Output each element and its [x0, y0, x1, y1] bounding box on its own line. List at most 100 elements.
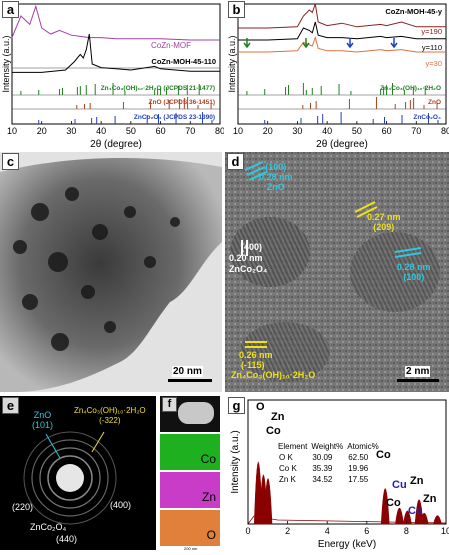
- cyan-fringe-marker-2: [394, 247, 422, 258]
- annot-zno-phase: ZnO: [266, 182, 285, 192]
- annot-209-hkl: (209): [373, 222, 395, 232]
- table-cell: 19.96: [348, 464, 369, 473]
- spectrum-peak: [403, 510, 412, 525]
- white-fringe-marker: [241, 240, 248, 256]
- annot-spinel: (400) 0.20 nm ZnCo₂O₄: [229, 242, 267, 275]
- panel-label-f: f: [162, 397, 177, 412]
- x-tick-label: 40: [96, 126, 106, 136]
- table-cell: 35.39: [312, 464, 333, 473]
- annot-zno-hkl: (100): [265, 162, 287, 172]
- x-tick-label: 10: [233, 126, 243, 136]
- saed-220: (220): [12, 502, 34, 512]
- panel-d-hrtem-image: d (100) 0.28 nm ZnO 0.27 nm: [225, 152, 449, 392]
- spectrum-peak: [433, 515, 442, 525]
- panel-label-c: c: [2, 153, 19, 170]
- table-row: Zn K 34.52 17.55: [278, 474, 379, 485]
- lattice-domain-3: [240, 322, 330, 382]
- yellow-fringe-marker-1: [354, 201, 378, 218]
- panel-label-e: e: [2, 397, 19, 414]
- peak-label-zn-kb: Zn: [423, 493, 437, 505]
- x-tick-label: 4: [325, 526, 330, 536]
- x-tick-label: 6: [364, 526, 369, 536]
- saed-hydroxide-phase: Zn₄Co₃(OH)₁₀·2H₂O: [74, 406, 146, 415]
- series-line-y-110: [238, 21, 446, 41]
- table-cell: O K: [279, 453, 293, 462]
- panel-label-b: b: [228, 1, 245, 18]
- legend-moh: CoZn-MOH-45-110: [151, 57, 216, 66]
- x-tick-label: 20: [37, 126, 47, 136]
- peak-label-co-kb: Co: [386, 497, 401, 509]
- eds-quant-table: Element Weight% Atomic% O K 30.09 62.50 …: [278, 442, 379, 485]
- annot-zno-d: 0.28 nm: [259, 172, 293, 182]
- panel-f-eds-maps: f Co Zn O 200 nm: [160, 396, 222, 551]
- table-header: Element: [278, 442, 308, 451]
- green-arrow-marker-1: [243, 38, 251, 49]
- x-tick-label: 0: [245, 526, 250, 536]
- peak-label-co-ka: Co: [376, 449, 391, 461]
- panel-label-a: a: [2, 1, 19, 18]
- ref-b-2: ZnO: [428, 99, 441, 106]
- table-header: Atomic%: [347, 442, 379, 451]
- saed-hydroxide: Zn₄Co₃(OH)₁₀·2H₂O (-322): [74, 406, 146, 426]
- peak-label-o: O: [256, 401, 265, 413]
- series-line-moh: [12, 33, 220, 73]
- scale-label-c: 20 nm: [172, 366, 203, 377]
- zn-map: Zn: [160, 472, 220, 508]
- green-arrow-marker-2: [302, 38, 310, 49]
- y-axis-label-g: Intensity (a.u.): [230, 430, 241, 493]
- annot-spinel-hkl: (400): [241, 242, 263, 252]
- panel-label-d: d: [227, 153, 244, 170]
- panel-e-saed-pattern: e ZnO (101) Zn₄Co₃(OH)₁₀·2H₂O (-322) (22…: [0, 396, 156, 550]
- table-header: Weight%: [311, 442, 344, 451]
- panel-label-g: g: [228, 397, 245, 414]
- annot-115-phase: Zn₄Co₃(OH)₁₀·2H₂O: [231, 370, 316, 380]
- x-tick-label: 70: [185, 126, 195, 136]
- table-cell: 17.55: [348, 475, 369, 484]
- x-tick-label: 60: [156, 126, 166, 136]
- haadf-map: f: [160, 396, 220, 432]
- annot-209-d: 0.27 nm: [367, 212, 401, 222]
- eds-map-scale-label: 200 nm: [184, 546, 198, 551]
- eds-spectrum-chart: Intensity (a.u.) 0 2 4 6 8 10 Energy (keV) O …: [230, 399, 449, 550]
- saed-zno-hkl: (101): [32, 420, 54, 430]
- peak-label-co-low: Co: [266, 425, 281, 437]
- x-tick-label: 50: [352, 126, 362, 136]
- yellow-fringe-marker-2: [245, 341, 267, 348]
- x-axis-label-b: 2θ (degree): [316, 139, 368, 150]
- peak-label-zn-ka: Zn: [410, 475, 424, 487]
- saed-zno-phase: ZnO: [33, 410, 52, 420]
- chart-b-title: CoZn-MOH-45-y: [385, 7, 442, 16]
- tem-micrograph: [0, 152, 222, 392]
- panel-c-tem-image: c 20 nm: [0, 152, 222, 392]
- panel-a-xrd: a CoZn-MOF CoZn-MOH-45-110 Zn₄Co₃(OH)₁₀·…: [0, 0, 225, 150]
- panel-g-eds-spectrum: g Intensity (a.u.) 0 2 4 6 8 10 Energy (keV) …: [226, 396, 449, 550]
- x-tick-label: 2: [285, 526, 290, 536]
- o-map: O: [160, 510, 220, 546]
- table-row: O K 30.09 62.50: [278, 452, 379, 463]
- panel-b-xrd: b CoZn-MOH-45-y y=190 y=110 y=30 Zn₄Co₃(…: [226, 0, 449, 150]
- legend-y190: y=190: [421, 27, 442, 36]
- blue-arrow-marker-2: [390, 38, 398, 49]
- ref-label-3: ZnCo₂O₄ (JCPDS 23-1390): [134, 114, 215, 121]
- spectrum-background: [247, 515, 447, 525]
- peak-label-cu-1: Cu: [392, 479, 407, 491]
- series-line-y-190: [238, 3, 446, 29]
- ref-b-1: Zn₄Co₃(OH)₁₀·2H₂O: [380, 85, 441, 92]
- x-tick-label: 80: [215, 126, 224, 136]
- co-map-label: Co: [200, 452, 216, 466]
- ref-label-2: ZnO (JCPDS 36-1451): [149, 99, 215, 106]
- saed-zno: ZnO (101): [32, 410, 53, 430]
- xrd-chart-b: CoZn-MOH-45-y y=190 y=110 y=30 Zn₄Co₃(OH…: [227, 3, 449, 150]
- lattice-domain-1: [230, 217, 310, 287]
- saed-spinel: ZnCo₂O₄: [30, 522, 67, 532]
- ref-b-3: ZnCo₂O₄: [413, 114, 441, 121]
- x-axis-label-g: Energy (keV): [318, 539, 376, 550]
- dark-nanoparticles: [13, 187, 180, 351]
- legend-y110: y=110: [422, 43, 442, 52]
- peak-label-cu-2: Cu: [408, 505, 423, 517]
- annot-115-d: 0.26 nm: [239, 350, 273, 360]
- blue-arrow-marker-1: [346, 38, 354, 49]
- table-cell: 62.50: [348, 453, 369, 462]
- plot-frame-b: [237, 3, 447, 125]
- table-cell: 34.52: [312, 475, 333, 484]
